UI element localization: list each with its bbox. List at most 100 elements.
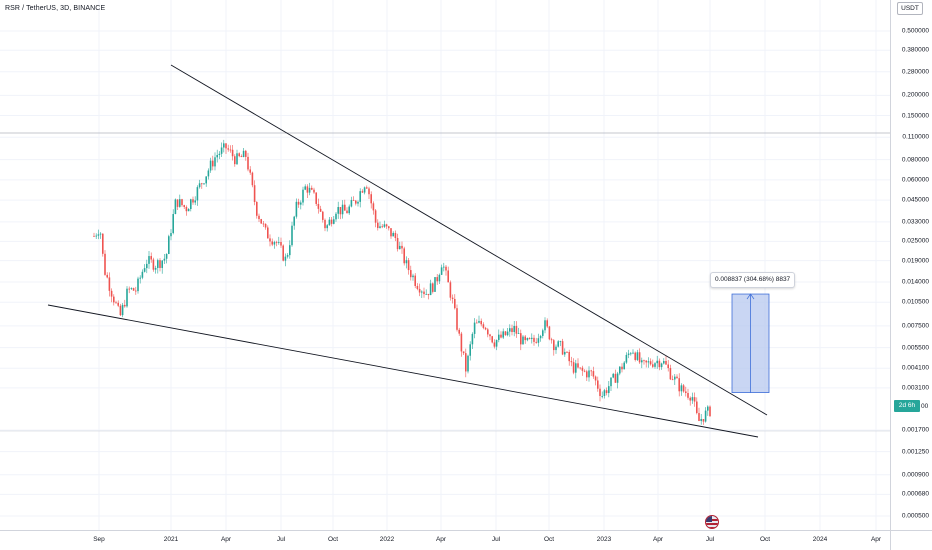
candle-body [517, 333, 520, 334]
candle-body [491, 336, 493, 343]
candle-body [489, 334, 491, 337]
candle-body [434, 277, 436, 292]
candle-body [326, 225, 328, 229]
candle-body [458, 329, 460, 334]
price-tick-label: 0.060000 [901, 176, 929, 184]
candle-body [295, 201, 298, 217]
candle-body [579, 367, 581, 369]
candle-body [410, 270, 412, 278]
candle-body [154, 267, 157, 270]
candle-body [605, 390, 608, 394]
time-axis[interactable]: Sep 2021 Apr Jul Oct 2022 Apr Jul Oct 2023 Apr Jul O… [0, 530, 890, 550]
candle-body [357, 201, 359, 204]
candle-body [216, 155, 218, 158]
candle-body [484, 327, 487, 330]
time-tick-label: Apr [870, 536, 882, 543]
candle-body [634, 352, 636, 360]
candle-body [493, 342, 496, 347]
candle-body [163, 258, 166, 261]
candle-body [355, 200, 357, 204]
candle-body [689, 397, 691, 401]
candle-body [566, 351, 568, 353]
candle-body [308, 187, 311, 193]
candle-body [238, 153, 240, 157]
candle-body [304, 186, 306, 190]
candle-body [687, 392, 689, 398]
candle-body [594, 376, 597, 381]
currency-button[interactable]: USDT [897, 2, 923, 15]
us-flag-icon[interactable] [705, 515, 719, 529]
price-tick-label: 0.005500 [901, 344, 929, 352]
candle-body [405, 260, 408, 264]
candle-body [671, 379, 674, 381]
candle-body [656, 360, 658, 364]
candle-body [249, 169, 251, 173]
candle-body [256, 201, 258, 216]
symbol-title[interactable]: RSR / TetherUS, 3D, BINANCE [5, 5, 106, 12]
candle-body [271, 241, 273, 245]
candle-body [451, 297, 454, 299]
candle-body [674, 376, 676, 380]
candle-body [278, 242, 280, 243]
candle-body [260, 219, 262, 224]
candle-body [168, 236, 170, 254]
candle-body [322, 211, 324, 220]
candle-body [214, 157, 216, 167]
time-tick-label: Oct [759, 536, 771, 543]
chart-pane[interactable]: RSR / TetherUS, 3D, BINANCE 0.008837 (30… [0, 0, 890, 530]
candle-body [526, 337, 529, 341]
candle-body [524, 336, 526, 341]
price-axis[interactable]: USDT 2d 6h 00 0.500000 0.380000 0.280000 0.… [890, 0, 932, 530]
candle-body [174, 199, 177, 215]
price-tick-label: 0.150000 [901, 112, 929, 120]
candle-body [269, 238, 271, 242]
time-tick-label: 2023 [596, 536, 612, 543]
candle-body [132, 288, 135, 291]
candle-body [106, 274, 108, 278]
candle-body [201, 183, 203, 185]
candle-body [643, 360, 645, 362]
candle-body [403, 248, 405, 264]
candle-body [245, 150, 247, 157]
candle-body [691, 397, 694, 401]
candle-body [704, 410, 707, 422]
candle-body [680, 385, 683, 392]
candle-body [212, 160, 214, 167]
time-tick-label: 2024 [812, 536, 828, 543]
price-chart[interactable] [0, 0, 890, 530]
candle-body [333, 219, 335, 224]
candle-body [150, 256, 152, 260]
candle-body [612, 373, 614, 378]
candle-body [698, 413, 700, 421]
candle-body [412, 275, 414, 278]
price-tick-label: 0.004100 [901, 364, 929, 372]
candle-body [359, 191, 361, 202]
candle-body [583, 370, 586, 372]
candle-body [161, 260, 163, 268]
candle-body [660, 363, 663, 368]
candle-body [115, 302, 117, 304]
candle-body [502, 331, 504, 338]
candle-body [515, 325, 518, 334]
candle-body [313, 189, 315, 193]
price-range-arrowhead [746, 293, 755, 300]
candle-body [460, 333, 463, 352]
candle-body [95, 235, 97, 237]
candle-body [297, 201, 300, 205]
axis-corner[interactable] [890, 530, 932, 550]
candle-body [300, 202, 302, 205]
candle-body [682, 385, 685, 392]
candle-body [696, 401, 698, 414]
candle-body [669, 368, 672, 380]
candle-body [284, 256, 287, 261]
candle-body [104, 253, 106, 275]
price-tick-label: 0.025000 [901, 237, 929, 245]
candle-body [302, 189, 304, 203]
candle-body [198, 183, 201, 188]
candle-body [546, 320, 548, 327]
candle-body [423, 291, 425, 295]
candle-body [392, 232, 394, 237]
candle-body [416, 285, 419, 289]
price-tick-label: 0.010500 [901, 298, 929, 306]
candle-body [443, 266, 445, 268]
